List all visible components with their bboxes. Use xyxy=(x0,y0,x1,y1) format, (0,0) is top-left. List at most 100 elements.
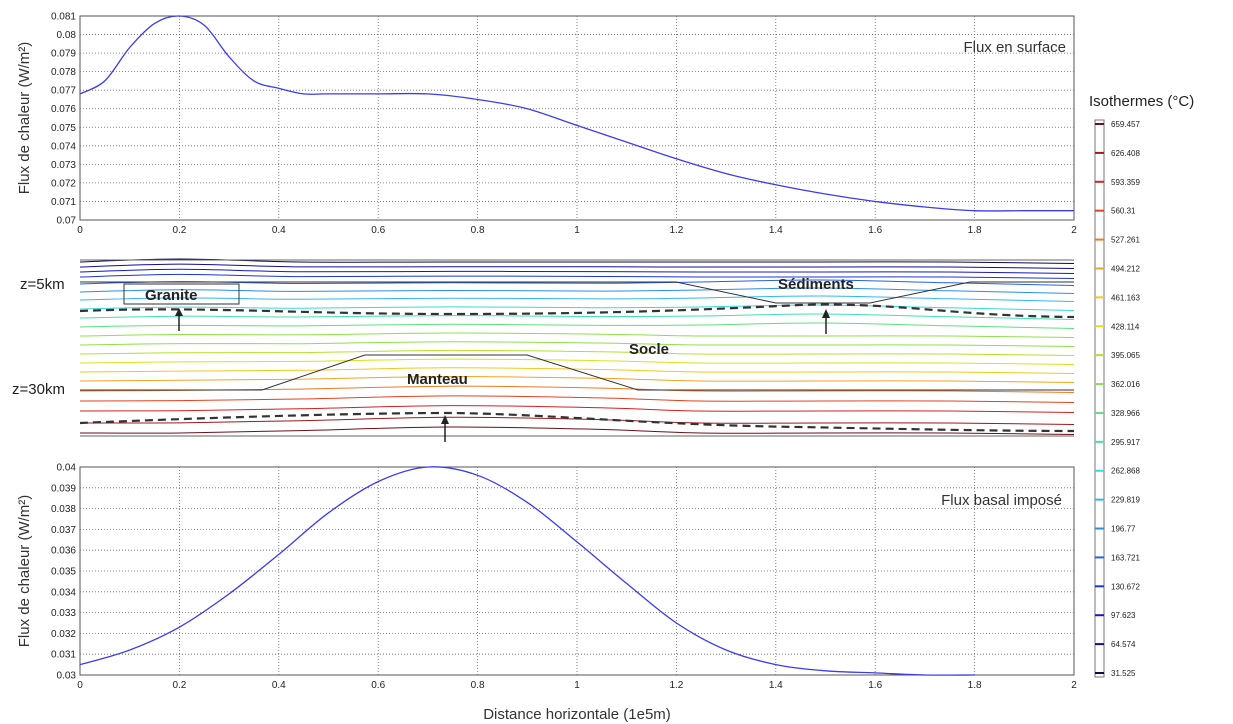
colorbar-level-label: 593.359 xyxy=(1111,178,1140,187)
basal-flux-ylabel: Flux de chaleur (W/m²) xyxy=(16,495,33,648)
p1-ytick-label: 0.071 xyxy=(51,197,76,208)
colorbar-level-label: 295.917 xyxy=(1111,438,1140,447)
p3-ytick-label: 0.03 xyxy=(57,671,77,682)
arrow-granite xyxy=(175,308,183,331)
isotherm-line xyxy=(79,322,1075,329)
colorbar-level-label: 97.623 xyxy=(1111,611,1136,620)
isotherm-line xyxy=(79,426,1075,435)
isotherm-line xyxy=(79,304,1075,311)
colorbar-level-label: 196.77 xyxy=(1111,525,1136,534)
isotherm-line xyxy=(79,367,1075,374)
p3-xtick-label: 0.2 xyxy=(172,680,186,691)
p3-ytick-label: 0.037 xyxy=(51,525,76,536)
colorbar-level-label: 362.016 xyxy=(1111,380,1140,389)
p1-ytick-label: 0.08 xyxy=(57,30,77,41)
p3-ytick-label: 0.035 xyxy=(51,567,76,578)
p3-ytick-label: 0.032 xyxy=(51,629,76,640)
p3-ytick-label: 0.039 xyxy=(51,483,76,494)
basal-flux-line xyxy=(79,466,975,676)
p1-ytick-label: 0.074 xyxy=(51,141,76,152)
isotherm-line xyxy=(79,332,1075,338)
colorbar-level-label: 395.065 xyxy=(1111,351,1140,360)
p3-xtick-label: 1.8 xyxy=(968,680,982,691)
p1-xtick-label: 0.2 xyxy=(172,225,186,236)
p1-xtick-label: 1 xyxy=(574,225,580,236)
sediment-basin-boundary xyxy=(80,281,1074,304)
isotherm-line xyxy=(79,395,1075,403)
basal-flux-grid xyxy=(80,467,1074,675)
surface-flux-panel: 0 0.2 0.4 0.6 0.8 1 1.2 1.4 1.6 1.8 2 0.07 0.071 0.07… xyxy=(16,12,1077,237)
p1-xtick-label: 1.6 xyxy=(868,225,882,236)
surface-flux-ylabel: Flux de chaleur (W/m²) xyxy=(16,42,33,195)
p3-xtick-label: 1.2 xyxy=(669,680,683,691)
colorbar-level-label: 560.31 xyxy=(1111,207,1136,216)
colorbar-level-label: 64.574 xyxy=(1111,640,1136,649)
p3-xtick-label: 1 xyxy=(574,680,580,691)
isotherm-line xyxy=(79,313,1075,320)
p3-xtick-label: 1.4 xyxy=(769,680,783,691)
isotherm-line xyxy=(79,358,1075,365)
colorbar-level-label: 626.408 xyxy=(1111,149,1140,158)
colorbar-frame xyxy=(1094,119,1105,678)
p1-ytick-label: 0.077 xyxy=(51,86,76,97)
p1-ytick-label: 0.07 xyxy=(57,216,77,227)
colorbar-level-label: 262.868 xyxy=(1111,467,1140,476)
basal-flux-ticks: 0 0.2 0.4 0.6 0.8 1 1.2 1.4 1.6 1.8 2 0.03 0.031 0.03… xyxy=(51,463,1077,692)
colorbar-level-label: 428.114 xyxy=(1111,322,1140,331)
p1-xtick-label: 1.8 xyxy=(968,225,982,236)
surface-flux-ticks: 0 0.2 0.4 0.6 0.8 1 1.2 1.4 1.6 1.8 2 0.07 0.071 0.07… xyxy=(51,12,1077,237)
p1-ytick-label: 0.076 xyxy=(51,104,76,115)
depth-label-30km: z=30km xyxy=(12,381,65,398)
manteau-label: Manteau xyxy=(407,371,468,388)
p1-xtick-label: 2 xyxy=(1071,225,1077,236)
p1-xtick-label: 0.6 xyxy=(371,225,385,236)
p1-ytick-label: 0.079 xyxy=(51,49,76,60)
isotherm-line xyxy=(79,287,1075,294)
granite-body xyxy=(123,283,240,305)
p3-xtick-label: 1.6 xyxy=(868,680,882,691)
p1-ytick-label: 0.078 xyxy=(51,67,76,78)
p1-xtick-label: 1.4 xyxy=(769,225,783,236)
p3-xtick-label: 0.8 xyxy=(471,680,485,691)
colorbar-level-label: 31.525 xyxy=(1111,669,1136,678)
moho-boundary xyxy=(80,354,1074,391)
isotherm-dashed-lower xyxy=(79,411,1075,433)
isotherm-line xyxy=(79,268,1075,274)
isotherm-line xyxy=(79,349,1075,356)
arrow-manteau xyxy=(441,415,449,442)
colorbar-level-label: 527.261 xyxy=(1111,236,1140,245)
basal-flux-panel: 0 0.2 0.4 0.6 0.8 1 1.2 1.4 1.6 1.8 2 0.03 0.031 0.03… xyxy=(16,463,1077,724)
colorbar-level-label: 461.163 xyxy=(1111,293,1140,302)
granite-label: Granite xyxy=(145,287,198,304)
p3-ytick-label: 0.031 xyxy=(51,650,76,661)
x-axis-label: Distance horizontale (1e5m) xyxy=(483,706,671,723)
arrow-sediments xyxy=(822,309,830,334)
socle-label: Socle xyxy=(629,341,669,358)
cross-section-panel: Granite Sédiments Socle Manteau z=5km z=… xyxy=(12,258,1075,442)
p3-xtick-label: 2 xyxy=(1071,680,1077,691)
surface-flux-grid xyxy=(80,16,1074,220)
colorbar-levels: 659.457 626.408 593.359 560.31 527.261 494.21… xyxy=(1095,120,1140,678)
p3-xtick-label: 0.4 xyxy=(272,680,286,691)
basal-flux-plot-area xyxy=(79,466,1075,676)
p1-ytick-label: 0.072 xyxy=(51,178,76,189)
p3-ytick-label: 0.04 xyxy=(57,463,77,474)
depth-label-5km: z=5km xyxy=(20,276,65,293)
colorbar-level-label: 229.819 xyxy=(1111,496,1140,505)
colorbar-title: Isothermes (°C) xyxy=(1089,93,1194,110)
surface-flux-line xyxy=(79,15,1074,212)
p1-xtick-label: 1.2 xyxy=(669,225,683,236)
p1-ytick-label: 0.075 xyxy=(51,123,76,134)
isotherm-dashed-upper xyxy=(79,303,1075,319)
p3-ytick-label: 0.036 xyxy=(51,546,76,557)
p3-ytick-label: 0.038 xyxy=(51,504,76,515)
colorbar-level-label: 659.457 xyxy=(1111,120,1140,129)
p3-xtick-label: 0.6 xyxy=(371,680,385,691)
isotherm-line xyxy=(79,295,1075,302)
colorbar-level-label: 328.966 xyxy=(1111,409,1140,418)
sediments-label: Sédiments xyxy=(778,276,854,293)
colorbar-level-label: 163.721 xyxy=(1111,553,1140,562)
p1-xtick-label: 0.4 xyxy=(272,225,286,236)
surface-flux-annotation: Flux en surface xyxy=(963,39,1066,56)
